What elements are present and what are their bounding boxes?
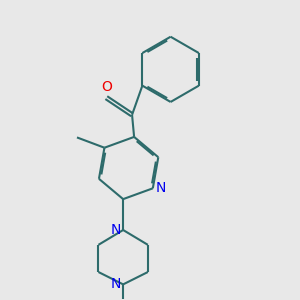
- Text: O: O: [101, 80, 112, 94]
- Text: N: N: [155, 181, 166, 195]
- Text: N: N: [110, 223, 121, 237]
- Text: N: N: [110, 278, 121, 291]
